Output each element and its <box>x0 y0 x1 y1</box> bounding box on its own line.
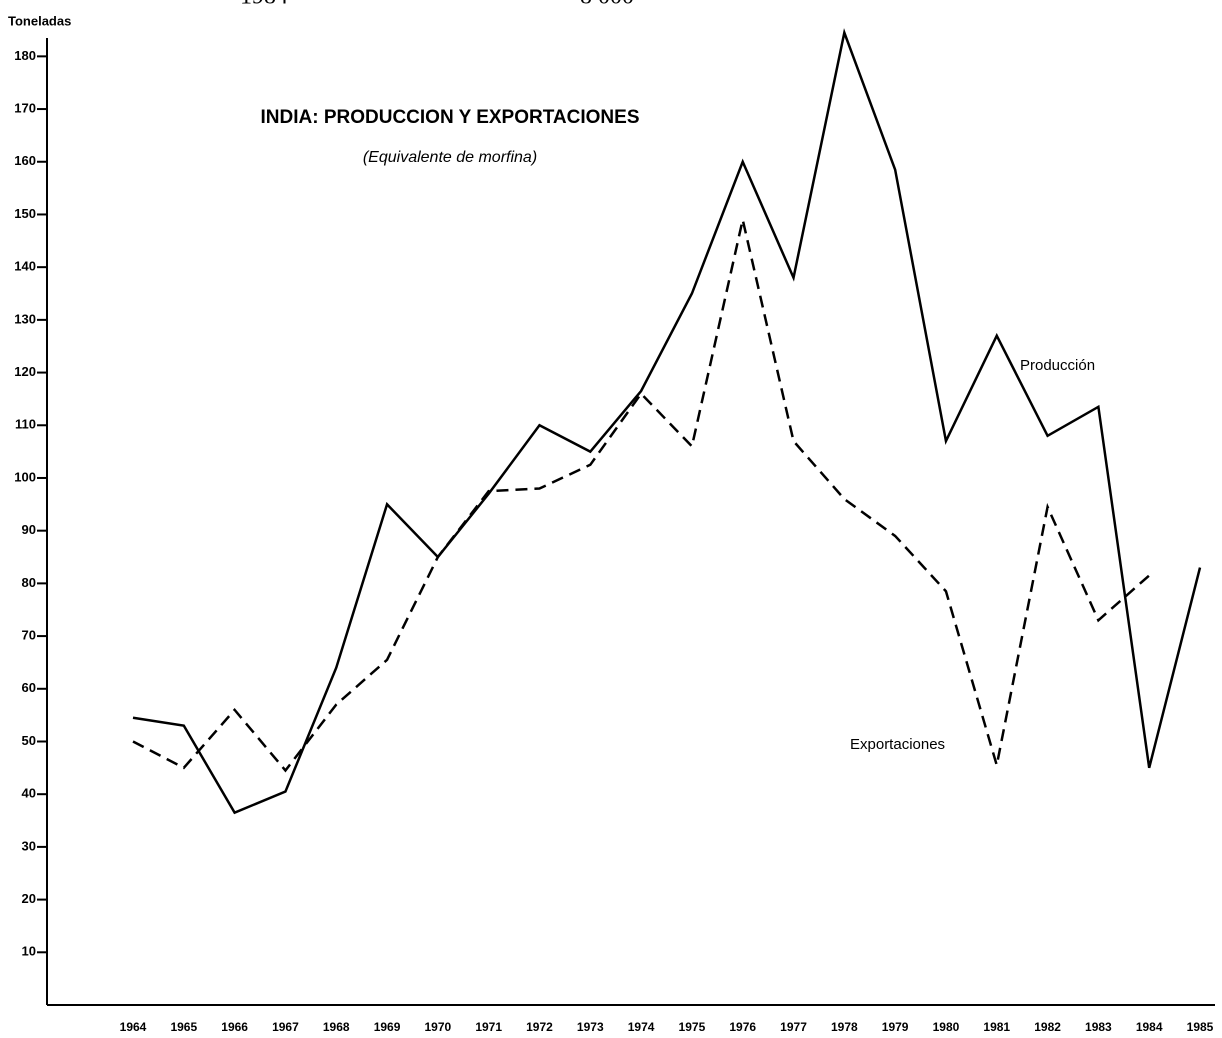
y-tick-label: 60 <box>22 680 36 695</box>
x-tick-label: 1983 <box>1085 1020 1112 1034</box>
x-tick-label: 1985 <box>1187 1020 1214 1034</box>
x-tick-label: 1982 <box>1034 1020 1061 1034</box>
x-tick-label: 1971 <box>475 1020 502 1034</box>
y-tick-label: 150 <box>14 206 36 221</box>
y-tick-label: 180 <box>14 48 36 63</box>
y-tick-label: 90 <box>22 522 36 537</box>
y-tick-label: 100 <box>14 469 36 484</box>
y-tick-label: 130 <box>14 311 36 326</box>
y-tick-label: 120 <box>14 364 36 379</box>
y-tick-label: 40 <box>22 786 36 801</box>
chart-subtitle: (Equivalente de morfina) <box>363 149 537 166</box>
x-tick-label: 1981 <box>983 1020 1010 1034</box>
x-tick-label: 1974 <box>628 1020 655 1034</box>
x-tick-label: 1972 <box>526 1020 553 1034</box>
header-fragment: 8 000 <box>580 0 634 10</box>
x-tick-label: 1975 <box>679 1020 706 1034</box>
x-tick-label: 1984 <box>1136 1020 1163 1034</box>
x-tick-label: 1978 <box>831 1020 858 1034</box>
x-tick-label: 1966 <box>221 1020 248 1034</box>
y-tick-label: 170 <box>14 100 36 115</box>
series-line <box>132 28 1202 815</box>
x-tick-label: 1969 <box>374 1020 401 1034</box>
x-tick-label: 1977 <box>780 1020 807 1034</box>
y-tick-label: 140 <box>14 259 36 274</box>
series-line <box>132 219 1151 773</box>
y-tick-label: 70 <box>22 628 36 643</box>
chart-title: INDIA: PRODUCCION Y EXPORTACIONES <box>261 107 640 128</box>
y-tick-label: 160 <box>14 153 36 168</box>
x-tick-label: 1979 <box>882 1020 909 1034</box>
series-label: Producción <box>1020 357 1095 374</box>
y-tick-label: 110 <box>15 417 36 432</box>
series-label: Exportaciones <box>850 736 945 753</box>
y-tick-label: 30 <box>22 838 36 853</box>
x-tick-label: 1965 <box>170 1020 197 1034</box>
x-tick-label: 1973 <box>577 1020 604 1034</box>
y-tick-label: 10 <box>22 944 36 959</box>
y-tick-label: 80 <box>22 575 36 590</box>
y-tick-label: 50 <box>22 733 36 748</box>
x-tick-label: 1980 <box>933 1020 960 1034</box>
x-tick-label: 1964 <box>120 1020 147 1034</box>
x-tick-label: 1967 <box>272 1020 299 1034</box>
x-tick-label: 1976 <box>729 1020 756 1034</box>
y-axis-label: Toneladas <box>8 13 71 28</box>
x-tick-label: 1970 <box>425 1020 452 1034</box>
y-tick-label: 20 <box>22 891 36 906</box>
x-tick-label: 1968 <box>323 1020 350 1034</box>
header-fragment: 1984 <box>240 0 288 10</box>
